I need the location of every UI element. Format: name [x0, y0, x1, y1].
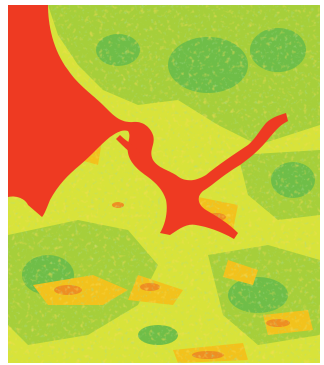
- water-branch: [116, 135, 140, 157]
- raster-map-canvas: [8, 5, 320, 363]
- class-water-body: [8, 5, 288, 239]
- raster-map: [8, 5, 320, 363]
